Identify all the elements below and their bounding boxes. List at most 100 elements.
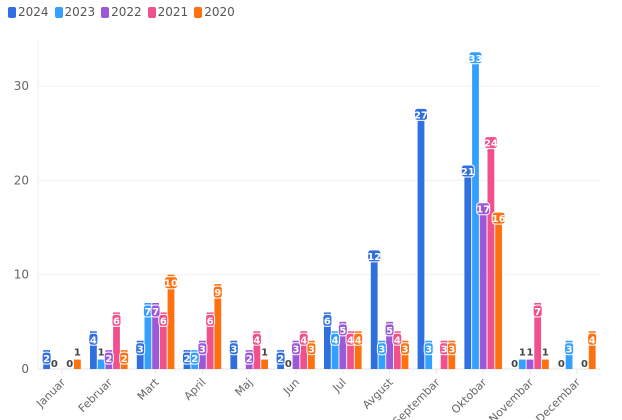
data-label: 2 (43, 354, 50, 365)
legend-item-2021[interactable]: 2021 (147, 5, 189, 19)
data-label-badge (483, 136, 498, 150)
data-label: 0 (285, 359, 292, 370)
data-label: 21 (461, 167, 475, 178)
data-label-badge (158, 313, 169, 327)
bar-2021-Novembar[interactable] (534, 302, 542, 369)
legend-item-2022[interactable]: 2022 (101, 5, 142, 19)
bar-2023-Mart[interactable] (144, 302, 152, 369)
bar-2023-Oktobar[interactable] (472, 57, 479, 370)
data-label-badge (468, 51, 483, 65)
data-label-badge (244, 351, 255, 365)
data-label: 1 (519, 348, 526, 359)
bar-2022-Oktobar[interactable] (479, 208, 487, 369)
bar-2023-Februar[interactable] (97, 359, 105, 369)
bar-2020-Novembar[interactable] (542, 359, 549, 369)
bar-2024-Februar[interactable] (90, 331, 97, 369)
x-tick-label: Februar (76, 376, 115, 415)
data-label-badge (212, 285, 223, 299)
legend-swatch (54, 6, 63, 18)
data-label: 1 (542, 348, 549, 359)
y-tick-label: 0 (21, 362, 29, 376)
bar-2021-Avgust[interactable] (393, 331, 401, 369)
data-label: 4 (332, 335, 339, 346)
bar-2020-Jul[interactable] (354, 331, 362, 369)
data-label: 1 (527, 348, 534, 359)
data-label: 4 (394, 335, 401, 346)
data-label: 0 (558, 359, 565, 370)
data-label-badge (476, 202, 491, 216)
data-label-badge (460, 164, 475, 178)
data-label-badge (337, 323, 348, 337)
bar-2020-April[interactable] (214, 284, 222, 369)
legend-label: 2021 (157, 5, 189, 19)
bar-2021-Februar[interactable] (113, 312, 120, 369)
data-label: 17 (476, 205, 490, 216)
bar-2021-April[interactable] (206, 312, 214, 369)
data-label: 6 (160, 316, 167, 327)
data-label-badge (164, 276, 178, 290)
data-label: 4 (589, 335, 596, 346)
data-label: 24 (484, 139, 498, 150)
bar-2024-Septembar[interactable] (417, 114, 425, 369)
bar-2021-Maj[interactable] (253, 331, 261, 369)
data-label: 4 (90, 335, 97, 346)
bar-2020-Maj[interactable] (261, 359, 268, 369)
data-label: 3 (293, 345, 300, 356)
data-label: 2 (246, 354, 253, 365)
bar-2020-Januar[interactable] (74, 359, 81, 369)
legend-swatch (8, 6, 16, 18)
data-label: 0 (511, 359, 518, 370)
data-label: 3 (308, 345, 315, 356)
legend-label: 2022 (111, 5, 142, 19)
data-label-badge (423, 342, 434, 356)
data-label: 7 (144, 307, 151, 318)
data-label: 3 (448, 345, 455, 356)
bar-2024-Jul[interactable] (324, 312, 331, 369)
data-label: 2 (105, 354, 112, 365)
data-label: 3 (378, 345, 385, 356)
bar-2022-Novembar[interactable] (526, 359, 534, 369)
data-label-badge (330, 332, 341, 346)
data-label: 1 (98, 348, 105, 359)
data-label: 3 (230, 345, 237, 356)
bar-2022-Jul[interactable] (339, 321, 347, 369)
x-tick-label: Avgust (360, 375, 396, 411)
data-label-badge (205, 313, 216, 327)
data-label-badge (367, 249, 382, 263)
y-tick-label: 30 (14, 79, 29, 93)
bar-2020-Oktobar[interactable] (495, 218, 502, 369)
data-label-badge (322, 313, 333, 327)
bars (43, 57, 596, 370)
legend-item-2020[interactable]: 2020 (194, 5, 235, 19)
data-label-badge (587, 332, 598, 346)
data-label: 3 (199, 345, 206, 356)
bar-2024-Oktobar[interactable] (464, 170, 472, 369)
legend-item-2023[interactable]: 2023 (54, 5, 95, 19)
bar-2020-Decembar[interactable] (588, 331, 596, 369)
data-label: 0 (66, 359, 73, 370)
bar-2021-Jul[interactable] (347, 331, 354, 369)
data-label: 10 (164, 279, 178, 290)
x-tick-label: Oktobar (449, 376, 490, 417)
legend-item-2024[interactable]: 2024 (8, 5, 49, 19)
data-label: 3 (137, 345, 144, 356)
bar-2021-Oktobar[interactable] (487, 142, 495, 369)
data-label-badge (414, 107, 428, 121)
data-label: 7 (534, 307, 541, 318)
x-tick-label: Jul (330, 376, 349, 395)
bar-2021-Jun[interactable] (300, 331, 308, 369)
x-tick-label: Maj (232, 376, 255, 399)
bar-2022-Mart[interactable] (152, 302, 159, 369)
data-label: 16 (492, 214, 506, 225)
bar-2020-Mart[interactable] (167, 274, 175, 369)
bar-2023-Novembar[interactable] (518, 359, 526, 369)
data-label: 9 (214, 288, 221, 299)
bar-2022-Avgust[interactable] (386, 321, 393, 369)
data-label-badge (103, 351, 114, 365)
data-label-badge (384, 323, 395, 337)
data-label: 4 (347, 335, 354, 346)
data-label-badge (446, 342, 457, 356)
bar-2023-Jul[interactable] (331, 331, 339, 369)
bar-2024-Avgust[interactable] (370, 255, 378, 369)
bar-2021-Mart[interactable] (159, 312, 167, 369)
